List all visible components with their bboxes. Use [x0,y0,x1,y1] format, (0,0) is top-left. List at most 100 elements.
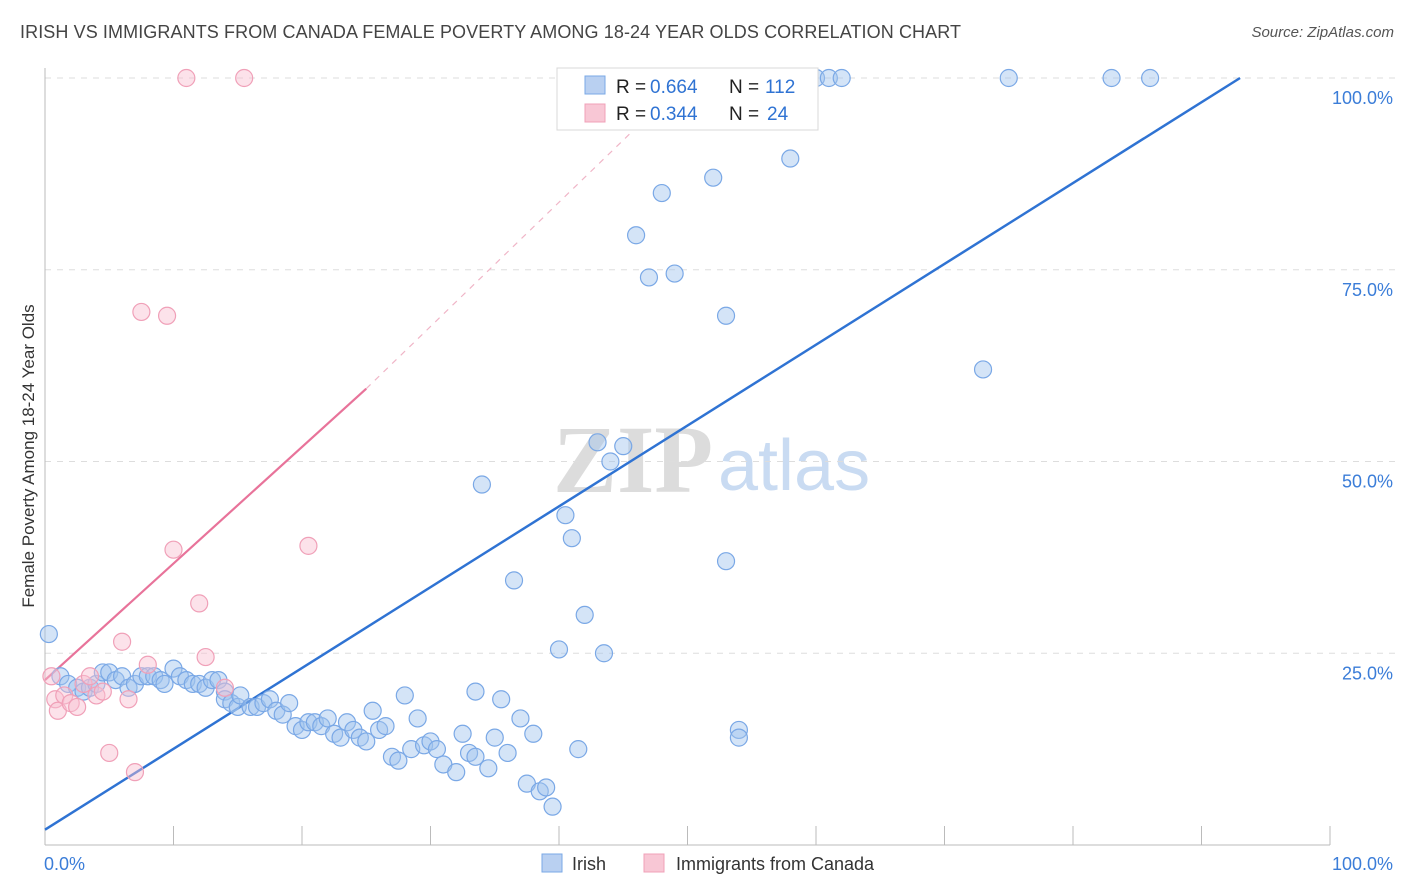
legend-r-label-canada: R = [616,104,646,125]
data-point [626,226,646,245]
data-point [132,302,151,322]
data-point [1140,68,1160,88]
data-point [157,306,177,325]
bottom-legend-swatch-canada [643,853,665,873]
watermark-atlas: atlas [718,426,870,506]
data-point [832,68,851,88]
data-point [556,506,575,525]
series-legend: Irish Immigrants from Canada [541,853,875,874]
data-point [575,605,594,625]
legend-r-irish: 0.664 [650,77,698,98]
data-point [93,682,112,701]
data-point [716,552,736,571]
data-point [119,690,138,709]
data-point [479,759,498,778]
legend-n-irish: 112 [765,77,795,98]
legend-n-canada: 24 [767,104,789,125]
chart-title: IRISH VS IMMIGRANTS FROM CANADA FEMALE P… [20,22,962,42]
legend-r-label-irish: R = [616,77,646,98]
data-point [177,68,196,88]
bottom-legend-canada: Immigrants from Canada [676,854,875,874]
y-tick-label: 75.0% [1342,280,1393,300]
data-point [215,678,234,697]
data-point [492,690,511,709]
data-point [562,529,581,548]
data-points [39,68,1160,816]
data-point [231,686,250,705]
y-tick-label: 100.0% [1332,88,1393,108]
bottom-legend-irish: Irish [572,854,606,874]
trend-line-irish [44,76,1241,831]
data-point [588,433,607,452]
data-point [42,667,61,686]
data-point [408,709,427,728]
data-point [138,655,157,674]
data-point [164,540,183,559]
data-point [215,682,234,701]
data-point [466,747,485,766]
data-point [357,732,376,751]
data-point [781,149,800,168]
data-point [973,360,993,379]
data-point [299,536,318,555]
data-point [80,667,100,686]
data-point [376,717,395,736]
data-point [729,720,749,740]
trend-line-canada [44,387,367,681]
data-point [39,624,58,644]
data-point [498,743,517,763]
legend-swatch-irish [584,75,606,95]
bottom-legend-swatch-irish [541,853,563,873]
legend-r-canada: 0.344 [650,104,698,125]
data-point [228,697,247,717]
data-point [729,728,749,747]
data-point [453,724,472,743]
series-irish-points [39,68,1160,816]
legend-swatch-canada [584,103,606,123]
data-point [280,694,299,713]
axes [44,68,1331,846]
data-point [511,709,530,728]
x-tick-label: 0.0% [44,854,85,874]
data-point [601,452,620,471]
data-point [427,740,447,759]
data-point [235,68,254,88]
data-point [665,264,684,283]
data-point [68,697,87,717]
data-point [155,674,174,694]
data-point [504,571,524,590]
y-tick-labels: 25.0% 50.0% 75.0% 100.0% [1332,88,1393,683]
data-point [466,682,485,701]
y-tick-label: 25.0% [1342,663,1393,683]
data-point [46,690,65,709]
x-tick-label: 100.0% [1332,854,1393,874]
data-point [524,724,543,743]
data-point [537,778,556,797]
data-point [704,168,723,187]
data-point [196,647,215,667]
data-point [652,183,671,203]
data-point [125,763,145,782]
data-point [543,797,562,816]
data-point [190,594,209,613]
trend-lines [44,76,1241,831]
legend-n-label-irish: N = [729,77,759,98]
data-point [594,644,614,663]
data-point [132,667,151,686]
x-tick-labels: 0.0% 100.0% [44,854,1393,874]
data-point [472,475,491,494]
data-point [395,686,414,705]
data-point [614,437,633,456]
data-point [485,728,504,747]
data-point [318,709,337,728]
data-point [100,743,119,763]
data-point [363,701,382,720]
y-axis-title: Female Poverty Among 18-24 Year Olds [19,304,38,607]
data-point [1102,68,1121,88]
data-point [716,306,736,325]
chart-source: Source: ZipAtlas.com [1251,24,1394,41]
data-point [569,740,588,759]
data-point [260,690,279,709]
correlation-legend: R = 0.664 N = 112 R = 0.344 N = 24 [556,67,819,131]
